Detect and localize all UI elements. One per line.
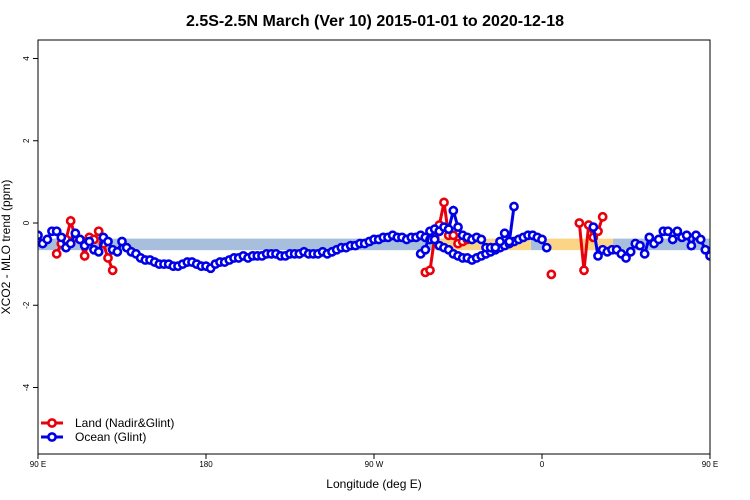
data-point — [625, 246, 636, 257]
data-point — [644, 232, 655, 243]
data-point — [56, 232, 67, 243]
data-point — [425, 265, 435, 276]
data-point — [541, 242, 552, 253]
land-band-segment — [433, 238, 531, 251]
data-point — [672, 226, 683, 237]
bands-layer — [38, 238, 710, 251]
data-point — [103, 236, 113, 247]
data-point — [65, 238, 76, 249]
series-line — [729, 221, 750, 270]
series-layer — [38, 197, 750, 280]
data-point — [429, 234, 440, 245]
data-point — [51, 226, 62, 237]
x-tick-label: 90 E — [702, 460, 718, 469]
data-point — [546, 269, 557, 280]
ocean-band-segment — [612, 238, 710, 251]
data-point — [579, 265, 589, 276]
data-point — [700, 244, 710, 255]
data-point — [509, 201, 519, 212]
data-point — [42, 234, 53, 245]
data-point — [499, 228, 510, 239]
data-point — [93, 246, 104, 257]
legend-marker — [47, 432, 57, 442]
data-point — [443, 224, 454, 235]
x-tick-label: 90 E — [30, 460, 46, 469]
data-point — [439, 197, 449, 208]
data-point — [476, 234, 487, 245]
data-point — [593, 250, 603, 261]
x-tick-label: 0 — [540, 460, 545, 469]
y-tick-label: 0 — [22, 220, 31, 225]
data-point — [70, 228, 81, 239]
legend-label: Land (Nadir&Glint) — [75, 416, 174, 430]
data-point — [635, 240, 645, 251]
ocean-band-segment — [530, 238, 546, 251]
data-point — [448, 230, 459, 241]
land-band-segment — [545, 238, 613, 251]
data-point — [667, 234, 678, 245]
data-point — [537, 234, 547, 245]
data-point — [112, 246, 123, 257]
data-point — [739, 232, 746, 239]
plot-area — [38, 197, 750, 280]
data-point — [725, 250, 732, 257]
legend-marker — [47, 418, 57, 428]
data-point — [653, 234, 664, 245]
data-point — [79, 250, 90, 261]
series-ocean — [38, 201, 710, 274]
data-point — [686, 240, 697, 251]
data-point — [663, 226, 673, 237]
data-point — [107, 265, 118, 276]
legend-item: Ocean (Glint) — [41, 430, 146, 444]
data-point — [93, 226, 104, 237]
data-point — [103, 253, 113, 263]
data-point — [448, 205, 459, 216]
legend-item: Land (Nadir&Glint) — [41, 416, 174, 430]
data-point — [588, 222, 599, 233]
data-point — [75, 234, 85, 245]
data-point — [574, 218, 585, 228]
y-tick-label: -4 — [22, 383, 31, 391]
data-point — [639, 248, 650, 259]
data-point — [705, 251, 710, 261]
x-axis: 90 E 180 90 W 0 90 E — [30, 454, 718, 469]
data-point — [681, 230, 692, 241]
y-axis-label: XCO2 - MLO trend (ppm) — [0, 180, 13, 315]
data-point — [734, 217, 741, 224]
y-tick-label: 2 — [22, 138, 31, 143]
legend-label: Ocean (Glint) — [75, 430, 146, 444]
data-point — [744, 250, 750, 257]
y-tick-label: 4 — [22, 56, 31, 61]
data-point — [597, 211, 608, 222]
data-point — [695, 234, 706, 245]
data-point — [51, 248, 62, 259]
chart-title: 2.5S-2.5N March (Ver 10) 2015-01-01 to 2… — [186, 13, 564, 30]
data-point — [495, 236, 505, 247]
y-axis: -4 -2 0 2 4 — [22, 56, 38, 391]
data-point — [621, 253, 631, 263]
data-point — [65, 216, 76, 226]
data-point — [490, 242, 501, 253]
x-tick-label: 180 — [199, 460, 213, 469]
data-point — [84, 236, 95, 247]
data-point — [420, 244, 431, 255]
data-point — [730, 240, 737, 247]
data-point — [117, 236, 127, 247]
legend: Land (Nadir&Glint)Ocean (Glint) — [41, 416, 174, 444]
y-tick-label: -2 — [22, 301, 31, 309]
x-axis-label: Longitude (deg E) — [326, 477, 421, 491]
x-tick-label: 90 W — [365, 460, 384, 469]
ocean-band-segment — [38, 238, 434, 251]
data-point — [504, 236, 515, 247]
data-point — [453, 222, 463, 233]
